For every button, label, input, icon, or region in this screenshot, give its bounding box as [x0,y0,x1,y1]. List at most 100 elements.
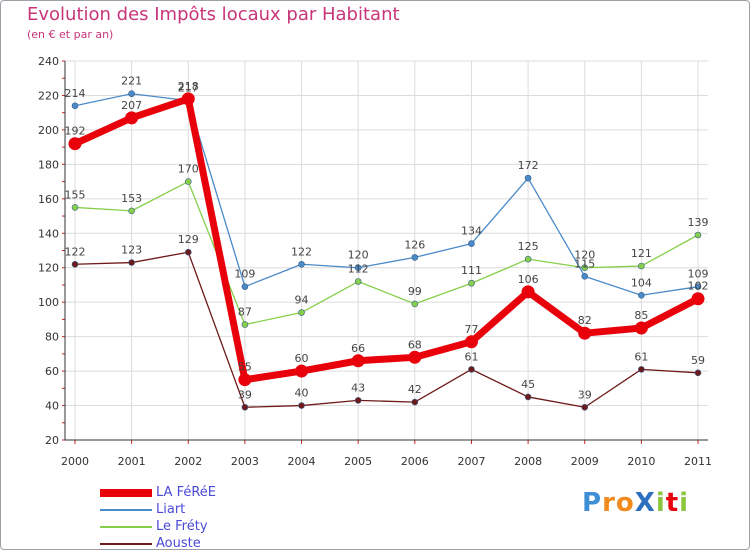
data-label: 59 [691,354,705,367]
data-label: 99 [408,285,422,298]
data-point [468,279,475,287]
data-point [184,248,192,256]
series-line-2 [74,180,699,326]
data-point [351,354,365,368]
y-tick-label: 200 [38,124,59,137]
data-label: 121 [631,247,652,260]
legend-swatch [100,542,152,545]
data-label: 192 [65,125,86,138]
data-point [295,364,309,378]
series-line-3 [74,251,699,408]
series-layer [68,90,705,411]
data-label: 39 [578,388,592,401]
data-point [638,366,645,373]
data-label: 61 [634,350,648,363]
data-label: 60 [295,352,309,365]
y-tick-label: 100 [38,296,59,309]
data-label: 82 [578,314,592,327]
data-label: 42 [408,383,422,396]
x-tick-label: 2009 [571,455,599,468]
data-label: 111 [461,264,482,277]
data-point [181,92,195,106]
data-labels: 192 207 218 55 60 66 68 77 106 82 85 102 214 221 217 10… [65,75,709,402]
y-tick-label: 120 [38,262,59,275]
legend: LA FéRéE Liart Le Fréty Aouste [100,484,320,552]
plot-area [65,61,708,440]
data-point [71,204,79,211]
data-point [521,285,535,299]
data-label: 214 [65,87,86,100]
legend-item: Liart [100,501,320,518]
data-label: 55 [238,361,252,374]
data-label: 217 [178,82,199,95]
x-tick-label: 2002 [174,455,202,468]
data-point [411,398,419,406]
data-label: 87 [238,306,252,319]
data-point [634,321,648,335]
data-point [128,259,135,266]
chart-subtitle: (en € et par an) [27,28,114,41]
x-tick-label: 2006 [401,455,429,468]
x-tick-label: 2005 [344,455,372,468]
data-label: 61 [464,350,478,363]
data-label: 109 [688,268,709,281]
y-tick-label: 220 [38,89,59,102]
x-tick-label: 2004 [288,455,316,468]
data-label: 153 [121,192,142,205]
data-label: 109 [234,268,255,281]
grid [65,60,708,441]
data-point [128,90,135,98]
data-point [578,326,592,340]
x-tick-label: 2008 [514,455,542,468]
x-tick-label: 2011 [684,455,712,468]
data-point [125,111,139,125]
logo-letter: o [615,488,635,518]
data-point [524,393,532,401]
data-label: 85 [634,309,648,322]
data-label: 122 [65,245,86,258]
proxiti-logo: ProXiti [582,488,689,518]
data-label: 43 [351,381,365,394]
data-point [184,178,192,185]
data-point [694,283,702,290]
data-point [638,291,645,299]
data-label: 77 [464,323,478,336]
data-point [354,278,362,285]
data-label: 45 [521,378,535,391]
logo-letter: P [582,488,603,518]
data-point [71,260,79,268]
data-label: 172 [518,159,539,172]
data-label: 104 [631,276,652,289]
data-point [464,335,478,349]
data-label: 120 [574,249,595,262]
data-point [241,403,249,411]
data-label: 39 [238,388,252,401]
legend-label: Le Fréty [156,519,208,534]
data-label: 122 [291,245,312,258]
axes: 20 40 60 80 100 120 140 160 180 200 220 240 2000 2001… [38,55,712,468]
y-tick-label: 140 [38,227,59,240]
legend-swatch [100,508,152,511]
y-tick-label: 80 [45,331,59,344]
data-point [638,262,645,270]
data-label: 126 [404,238,425,251]
x-tick-label: 2001 [118,455,146,468]
data-label: 123 [121,244,142,257]
logo-letter: X [634,488,656,518]
data-label: 218 [178,80,199,93]
chart-title: Evolution des Impôts locaux par Habitant [27,4,400,25]
data-point [241,283,249,290]
legend-label: Liart [156,502,186,517]
y-tick-label: 240 [38,55,59,68]
data-point [241,321,249,328]
y-tick-label: 160 [38,193,59,206]
data-point [694,369,702,377]
y-tick-label: 180 [38,158,59,171]
data-label: 125 [518,240,539,253]
data-point [71,102,79,110]
data-point [468,240,475,247]
logo-letter: t [665,488,680,518]
data-point [238,373,252,387]
x-tick-label: 2003 [231,455,259,468]
